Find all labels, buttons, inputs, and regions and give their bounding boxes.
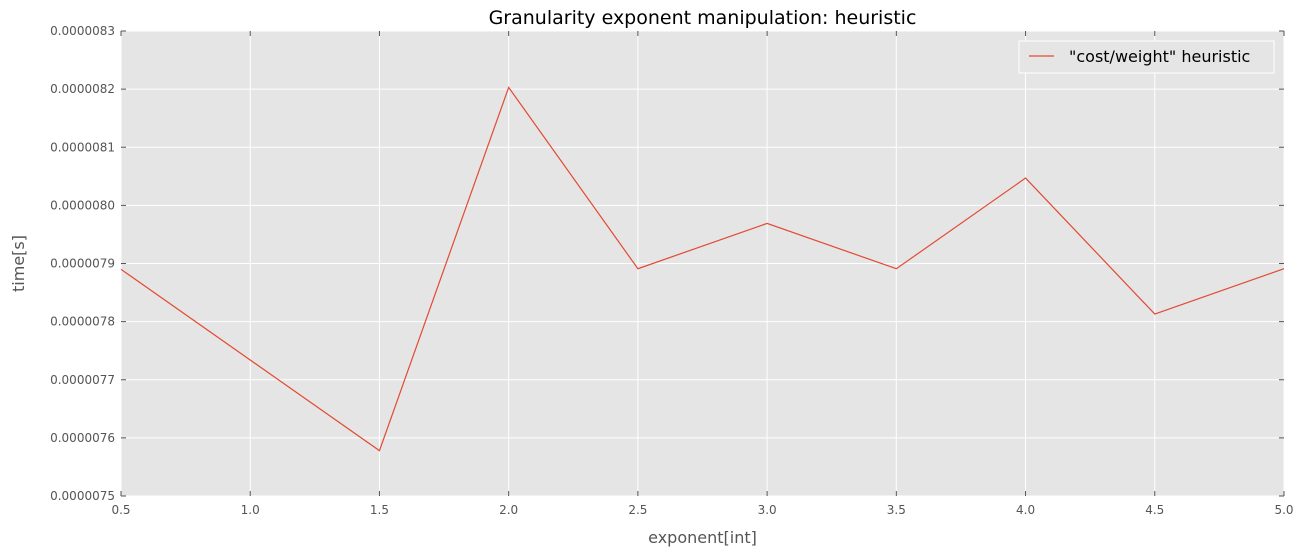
axis-ticks: 0.5 1.0 1.5 2.0 2.5 3.0 3.5 4.0 4.5 5.0 0.0000075 0… <box>50 24 1293 517</box>
y-tick-label: 0.0000079 <box>50 257 115 271</box>
x-tick-label: 4.5 <box>1145 503 1164 517</box>
y-tick-label: 0.0000083 <box>50 24 115 38</box>
series-line <box>120 86 1285 452</box>
y-tick-label: 0.0000077 <box>50 373 115 387</box>
y-tick-label: 0.0000082 <box>50 82 115 96</box>
x-tick-label: 3.5 <box>887 503 906 517</box>
x-axis-label: exponent[int] <box>648 528 757 547</box>
x-tick-label: 0.5 <box>111 503 130 517</box>
legend: "cost/weight" heuristic <box>1018 40 1275 74</box>
x-tick-label: 5.0 <box>1274 503 1293 517</box>
x-tick-label: 2.0 <box>499 503 518 517</box>
legend-label: "cost/weight" heuristic <box>1069 47 1250 66</box>
legend-box <box>1018 40 1275 74</box>
x-tick-label: 4.0 <box>1016 503 1035 517</box>
y-tick-label: 0.0000075 <box>50 489 115 503</box>
x-tick-label: 1.0 <box>241 503 260 517</box>
y-tick-label: 0.0000076 <box>50 431 115 445</box>
y-tick-label: 0.0000078 <box>50 315 115 329</box>
chart-title: Granularity exponent manipulation: heuri… <box>489 7 917 29</box>
x-tick-label: 3.0 <box>758 503 777 517</box>
x-tick-label: 1.5 <box>370 503 389 517</box>
x-tick-label: 2.5 <box>628 503 647 517</box>
series-layer <box>120 86 1285 452</box>
y-tick-label: 0.0000080 <box>50 198 115 212</box>
y-axis-label: time[s] <box>9 235 28 292</box>
y-tick-label: 0.0000081 <box>50 140 115 154</box>
